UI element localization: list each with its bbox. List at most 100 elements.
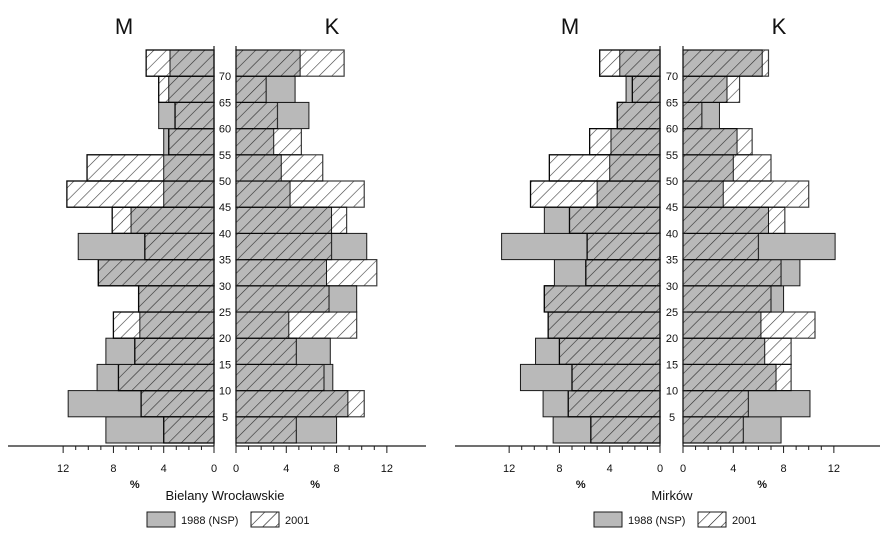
percent-label-female: % — [757, 479, 767, 491]
bar-male-2001-hatch-35-39 — [144, 232, 215, 261]
legend-swatch-1988 — [146, 511, 176, 528]
bar-male-2001-hatch-5-9 — [567, 390, 661, 418]
female-label: K — [772, 14, 787, 39]
age-label: 55 — [666, 150, 678, 162]
bar-male-2001-hatch-40-44 — [568, 206, 661, 234]
bar-female-2001-10-14 — [235, 363, 325, 392]
bar-female-2001-25-29 — [235, 285, 330, 313]
bar-female-2001-70+ — [235, 49, 345, 77]
age-label: 5 — [669, 412, 675, 424]
age-label: 35 — [666, 255, 678, 267]
bar-male-2001-hatch-55-59 — [168, 128, 215, 156]
age-label: 10 — [666, 386, 678, 398]
bar-female-2001-0-4 — [682, 416, 744, 444]
bar-male-2001-hatch-40-44 — [111, 206, 215, 234]
bar-female-2001-35-39 — [682, 232, 760, 261]
legend-label-2001: 2001 — [285, 515, 309, 527]
bar-male-2001-hatch-25-29 — [543, 285, 661, 313]
bar-male-2001-hatch-50-54 — [548, 154, 661, 182]
bar-female-2001-30-34 — [682, 259, 782, 287]
legend-label-1988: 1988 (NSP) — [181, 515, 238, 527]
bar-male-2001-hatch-45-49 — [66, 180, 215, 208]
percent-label-male: % — [130, 479, 140, 491]
bar-male-2001-hatch-15-19 — [558, 337, 661, 366]
bar-female-2001-20-24 — [235, 311, 358, 339]
x-tick-label-female: 4 — [730, 463, 736, 475]
age-label: 50 — [666, 176, 678, 188]
bar-male-2001-hatch-25-29 — [137, 285, 215, 313]
percent-label-male: % — [576, 479, 586, 491]
age-label: 30 — [219, 281, 231, 293]
x-tick-label-female: 12 — [828, 463, 840, 475]
x-tick-label-male: 12 — [57, 463, 69, 475]
x-tick-label-female: 8 — [334, 463, 340, 475]
age-label: 10 — [219, 386, 231, 398]
bar-female-2001-45-49 — [682, 180, 810, 208]
age-label: 20 — [219, 333, 231, 345]
bar-male-2001-hatch-50-54 — [86, 154, 215, 182]
bar-female-2001-20-24 — [682, 311, 816, 339]
x-tick-label-male: 12 — [503, 463, 515, 475]
bar-male-2001-hatch-65-69 — [631, 75, 661, 103]
age-label: 15 — [666, 359, 678, 371]
age-label: 35 — [219, 255, 231, 267]
bar-female-2001-5-9 — [235, 390, 365, 418]
x-tick-label-male: 0 — [657, 463, 663, 475]
bar-male-2001-hatch-35-39 — [586, 232, 661, 261]
bar-male-2001-hatch-45-49 — [529, 180, 661, 208]
bar-female-2001-5-9 — [682, 390, 749, 418]
percent-label-female: % — [310, 479, 320, 491]
age-label: 60 — [219, 124, 231, 136]
place-title: Bielany Wrocławskie — [166, 488, 285, 503]
x-tick-label-female: 8 — [781, 463, 787, 475]
bar-male-2001-hatch-70+ — [145, 49, 215, 77]
bar-male-2001-hatch-10-14 — [117, 363, 215, 392]
male-label: M — [115, 14, 133, 39]
bar-male-2001-hatch-5-9 — [140, 390, 215, 418]
age-label: 65 — [666, 97, 678, 109]
bar-female-2001-65-69 — [235, 75, 267, 103]
age-label: 50 — [219, 176, 231, 188]
bar-male-2001-hatch-60-64 — [174, 101, 215, 130]
x-tick-label-female: 4 — [283, 463, 289, 475]
age-label: 55 — [219, 150, 231, 162]
bar-male-2001-hatch-30-34 — [97, 259, 215, 287]
x-tick-label-male: 4 — [161, 463, 167, 475]
bar-female-2001-55-59 — [235, 128, 302, 156]
bar-male-2001-hatch-20-24 — [112, 311, 215, 339]
x-tick-label-male: 0 — [211, 463, 217, 475]
legend-label-2001: 2001 — [732, 515, 756, 527]
age-label: 40 — [219, 228, 231, 240]
bar-female-2001-55-59 — [682, 128, 753, 156]
x-tick-label-female: 0 — [233, 463, 239, 475]
bar-male-2001-hatch-30-34 — [585, 259, 661, 287]
x-tick-label-male: 8 — [556, 463, 562, 475]
bar-female-2001-10-14 — [682, 363, 792, 392]
age-label: 70 — [666, 71, 678, 83]
age-label: 30 — [666, 281, 678, 293]
bar-female-2001-40-44 — [235, 206, 348, 234]
age-label: 65 — [219, 97, 231, 109]
bar-female-2001-70+ — [682, 49, 770, 77]
bar-male-2001-hatch-0-4 — [163, 416, 215, 444]
bar-male-2001-hatch-65-69 — [158, 75, 215, 103]
bar-female-2001-30-34 — [235, 259, 378, 287]
age-label: 25 — [219, 307, 231, 319]
bar-female-2001-60-64 — [682, 101, 703, 130]
place-title: Mirków — [651, 488, 693, 503]
x-tick-label-male: 4 — [607, 463, 613, 475]
bar-female-2001-0-4 — [235, 416, 297, 444]
age-label: 40 — [666, 228, 678, 240]
bar-female-2001-65-69 — [682, 75, 741, 103]
legend-swatch-2001 — [250, 511, 280, 528]
age-label: 45 — [219, 202, 231, 214]
bar-male-2001-hatch-20-24 — [547, 311, 661, 339]
legend-label-1988: 1988 (NSP) — [628, 515, 685, 527]
bar-male-2001-hatch-60-64 — [616, 101, 661, 130]
age-label: 70 — [219, 71, 231, 83]
age-label: 25 — [666, 307, 678, 319]
bar-male-2001-hatch-10-14 — [571, 363, 661, 392]
age-label: 5 — [222, 412, 228, 424]
